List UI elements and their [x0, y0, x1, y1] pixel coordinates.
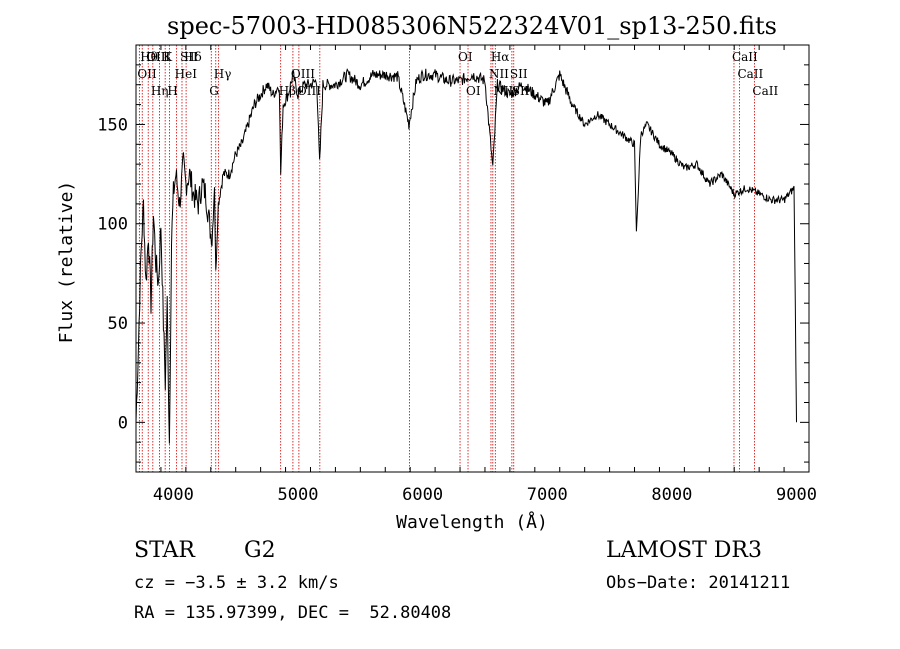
marker-label: SII	[180, 50, 198, 64]
x-axis-ticks: 4000 5000 6000 7000 8000 9000	[135, 45, 817, 505]
marker-label: Hθ	[140, 50, 158, 64]
x-tick-label: 6000	[402, 485, 443, 505]
x-tick-label: 9000	[776, 485, 817, 505]
y-tick-label: 100	[97, 215, 128, 235]
marker-label: OI	[466, 84, 481, 98]
x-tick-label: 8000	[651, 485, 692, 505]
marker-label: SII	[510, 67, 528, 81]
marker-label: G	[209, 84, 219, 98]
marker-label: CaII	[737, 67, 763, 81]
emission-line-markers	[138, 45, 755, 472]
y-tick-label: 150	[97, 115, 128, 135]
object-subclass: G2	[244, 538, 276, 563]
y-tick-label: 0	[118, 413, 128, 433]
x-axis-label: Wavelength (Å)	[396, 511, 548, 533]
marker-label: CaII	[732, 50, 758, 64]
marker-label: HeI	[175, 67, 198, 81]
marker-label: OI	[458, 50, 473, 64]
marker-label: Hδ	[184, 50, 202, 64]
marker-label: Hα	[491, 50, 510, 64]
marker-label: Hγ	[214, 67, 232, 81]
coordinates: RA = 135.97399, DEC = 52.80408	[134, 603, 452, 623]
chart-title: spec-57003-HD085306N522324V01_sp13-250.f…	[167, 12, 777, 40]
x-tick-label: 7000	[527, 485, 568, 505]
spectrum-line	[135, 68, 797, 444]
marker-label: CaII	[752, 84, 778, 98]
observation-date: Obs−Date: 20141211	[606, 573, 791, 593]
marker-label: K	[163, 50, 173, 64]
marker-label: Hη	[151, 84, 169, 98]
y-tick-label: 50	[108, 314, 128, 334]
marker-label: NII	[489, 67, 509, 81]
x-tick-label: 4000	[153, 485, 194, 505]
marker-label: H	[167, 84, 177, 98]
x-tick-label: 5000	[278, 485, 319, 505]
marker-label: OII	[137, 67, 157, 81]
marker-label: OIII	[146, 50, 170, 64]
redshift-cz: cz = −3.5 ± 3.2 km/s	[134, 573, 339, 593]
marker-label: OIII	[291, 67, 315, 81]
marker-label: Hβ	[279, 84, 296, 98]
y-axis-ticks: 0 50 100 150	[97, 64, 809, 463]
plot-frame	[135, 44, 810, 473]
marker-label: OIII	[146, 50, 170, 64]
survey-name: LAMOST DR3	[606, 538, 762, 563]
object-class: STAR	[134, 538, 195, 563]
y-axis-label: Flux (relative)	[56, 181, 77, 344]
